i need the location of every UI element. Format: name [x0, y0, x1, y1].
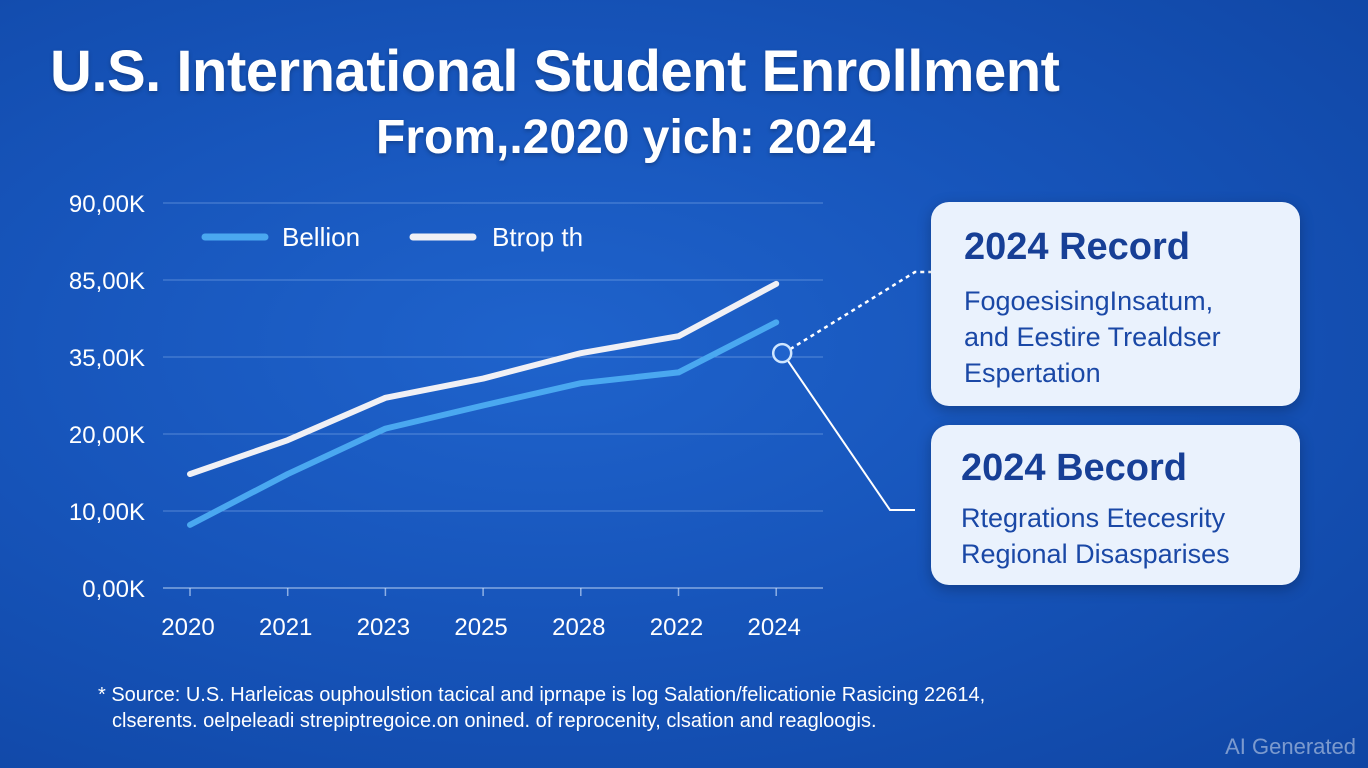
x-tick-label: 2028	[552, 614, 605, 641]
record-card-2-line: Regional Disasparises	[961, 539, 1230, 569]
card-1-connector	[789, 270, 935, 351]
record-card-1: 2024 Record FogoesisingInsatum, and Eest…	[931, 202, 1300, 406]
series-line-btrop-th	[187, 280, 780, 478]
y-tick-label: 85,00K	[69, 268, 145, 295]
card-2-connector	[787, 360, 915, 511]
record-card-1-title: 2024 Record	[964, 226, 1191, 268]
page-title: U.S. International Student Enrollment	[50, 39, 1060, 104]
footnote-line-1: * Source: U.S. Harleicas ouphoulstion ta…	[98, 684, 986, 706]
y-tick-label: 35,00K	[69, 345, 145, 372]
record-card-2-line: Rtegrations Etecesrity	[961, 503, 1226, 533]
x-tick-label: 2021	[259, 614, 312, 641]
annotation-marker	[771, 342, 793, 364]
record-card-2: 2024 Becord Rtegrations Etecesrity Regio…	[931, 425, 1300, 585]
x-tick-label: 2024	[748, 614, 801, 641]
y-tick-label: 10,00K	[69, 499, 145, 526]
y-tick-label: 90,00K	[69, 191, 145, 218]
record-card-1-line: Espertation	[964, 358, 1101, 388]
x-tick-label: 2020	[161, 614, 214, 641]
x-tick-label: 2023	[357, 614, 410, 641]
legend-label: Btrop th	[492, 222, 583, 252]
legend-label: Bellion	[282, 222, 360, 252]
ai-generated-watermark: AI Generated	[1225, 734, 1356, 759]
record-card-1-line: FogoesisingInsatum,	[964, 286, 1214, 316]
y-tick-label: 20,00K	[69, 422, 145, 449]
series-line-bellion	[187, 319, 780, 528]
x-tick-label: 2025	[454, 614, 507, 641]
footnote-line-2: clserents. oelpeleadi strepiptregoice.on…	[112, 710, 877, 732]
record-card-2-title: 2024 Becord	[961, 447, 1188, 489]
record-card-1-line: and Eestire Trealdser	[964, 322, 1221, 352]
source-footnote: * Source: U.S. Harleicas ouphoulstion ta…	[98, 682, 985, 734]
x-tick-label: 2022	[650, 614, 703, 641]
y-tick-label: 0,00K	[82, 576, 145, 603]
page-subtitle: From,.2020 yich: 2024	[376, 111, 875, 164]
